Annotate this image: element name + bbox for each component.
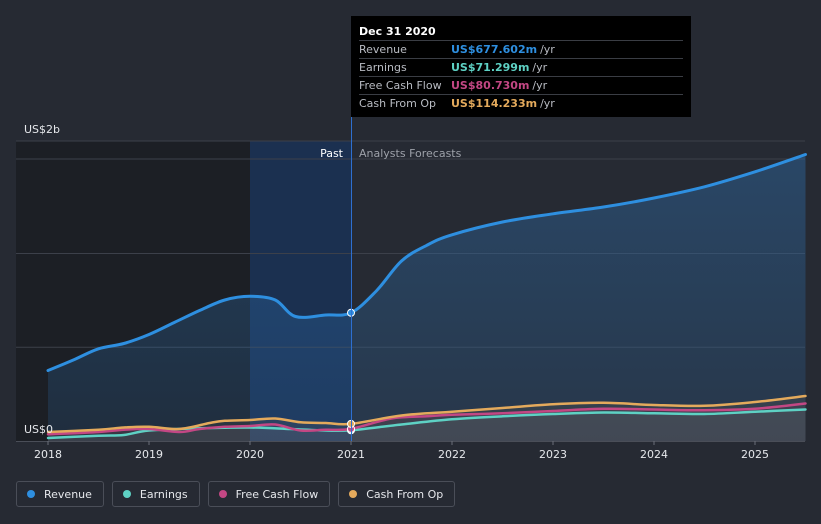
chart-legend: Revenue Earnings Free Cash Flow Cash Fro… bbox=[16, 481, 456, 507]
past-label: Past bbox=[320, 147, 344, 160]
tooltip-series-name: Revenue bbox=[359, 43, 407, 56]
revenue-line bbox=[46, 153, 807, 372]
tooltip-series-name: Cash From Op bbox=[359, 97, 437, 110]
tooltip-row-free-cash-flow: Free Cash Flow US$80.730m /yr bbox=[359, 77, 683, 95]
cash-from-op-line bbox=[46, 394, 807, 434]
revenue-dot-icon bbox=[27, 490, 35, 498]
x-tick-label: 2021 bbox=[337, 448, 365, 461]
y-axis-top-label: US$2b bbox=[24, 123, 60, 136]
free-cash-flow-dot-icon bbox=[218, 490, 227, 498]
forecast-label: Analysts Forecasts bbox=[359, 147, 462, 160]
tooltip-series-value: US$677.602m bbox=[451, 43, 538, 56]
x-tick-label: 2018 bbox=[34, 448, 62, 461]
financials-chart: US$2b US$0 Past Analysts Forecasts 2018 2… bbox=[16, 117, 807, 461]
tooltip-series-name: Earnings bbox=[359, 61, 407, 74]
tooltip-row-earnings: Earnings US$71.299m /yr bbox=[359, 59, 683, 77]
cash-from-op-dot-icon bbox=[349, 490, 358, 498]
x-tick-label: 2020 bbox=[236, 448, 264, 461]
tooltip-series-unit: /yr bbox=[540, 97, 555, 110]
y-axis-bottom-label: US$0 bbox=[24, 423, 53, 436]
tooltip-date: Dec 31 2020 bbox=[359, 23, 683, 41]
x-tick-label: 2024 bbox=[640, 448, 668, 461]
tooltip-series-unit: /yr bbox=[532, 79, 548, 92]
legend-item-revenue[interactable]: Revenue bbox=[16, 481, 104, 507]
earnings-dot-icon bbox=[122, 490, 131, 498]
legend-item-cash-from-op[interactable]: Cash From Op bbox=[338, 481, 456, 507]
earnings-area bbox=[48, 409, 806, 441]
revenue-area bbox=[48, 154, 806, 441]
free-cash-flow-line bbox=[46, 402, 807, 436]
tooltip-series-name: Free Cash Flow bbox=[359, 79, 442, 92]
legend-label: Cash From Op bbox=[366, 487, 444, 501]
legend-item-free-cash-flow[interactable]: Free Cash Flow bbox=[207, 481, 331, 507]
x-tick-label: 2025 bbox=[741, 448, 769, 461]
x-tick-label: 2023 bbox=[539, 448, 567, 461]
earnings-line bbox=[46, 408, 807, 440]
x-tick-label: 2022 bbox=[438, 448, 466, 461]
legend-label: Earnings bbox=[139, 487, 188, 501]
legend-label: Revenue bbox=[44, 487, 92, 501]
tooltip-series-unit: /yr bbox=[540, 43, 555, 56]
tooltip-series-value: US$114.233m bbox=[451, 97, 538, 110]
data-tooltip: Dec 31 2020 Revenue US$677.602m /yr Earn… bbox=[351, 16, 691, 117]
legend-item-earnings[interactable]: Earnings bbox=[111, 481, 200, 507]
tooltip-row-cash-from-op: Cash From Op US$114.233m /yr bbox=[359, 95, 683, 112]
tooltip-row-revenue: Revenue US$677.602m /yr bbox=[359, 41, 683, 59]
cash-from-op-area bbox=[48, 396, 806, 441]
tooltip-series-value: US$80.730m bbox=[451, 79, 530, 92]
legend-label: Free Cash Flow bbox=[235, 487, 319, 501]
x-tick-label: 2019 bbox=[135, 448, 163, 461]
tooltip-series-unit: /yr bbox=[532, 61, 548, 74]
tooltip-series-value: US$71.299m bbox=[451, 61, 530, 74]
chart-area: US$2b US$0 Past Analysts Forecasts 2018 2… bbox=[16, 16, 807, 461]
